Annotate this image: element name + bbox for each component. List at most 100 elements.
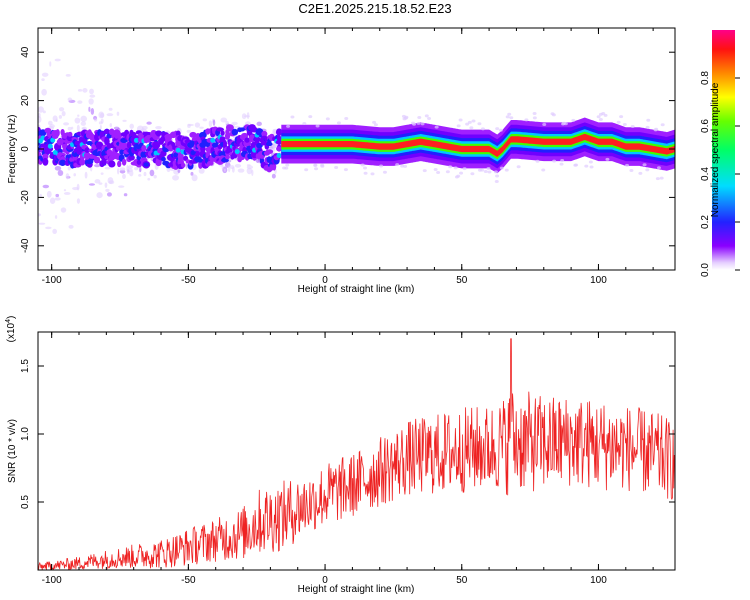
band-cell [222,140,228,148]
ridge-halo-speck [535,159,540,163]
ridge-halo-speck [550,112,555,116]
ridge-halo-speck [480,168,485,172]
y-tick-label: 20 [20,95,31,107]
noise-speck [41,88,47,96]
ridge-halo-speck [290,115,295,119]
noise-speck [88,106,91,112]
ridge-halo-speck [467,120,472,124]
snr-y-ticks: 0.5 1.0 1.5 [20,359,675,509]
noise-speck [94,164,101,168]
band-cell [155,130,162,137]
band-cell [95,141,104,150]
ridge-halo-speck [559,162,564,166]
noise-speck [118,185,125,188]
noise-speck [234,163,242,168]
band-cell [128,154,135,161]
noise-speck [139,166,142,173]
spectrogram-panel: -100 -50 0 50 100 -40 -20 0 20 40 Height of stra… [7,27,676,295]
ridge-halo-speck [541,168,546,172]
x-tick-label: 0 [322,275,328,286]
x-tick-label: 0 [322,575,328,586]
ridge-halo-speck [552,159,557,163]
x-tick-label: 50 [456,575,468,586]
noise-speck [127,165,133,170]
noise-speck [98,121,103,125]
ridge-halo-speck [434,125,439,129]
noise-speck [63,122,70,126]
ridge-halo-speck [360,163,365,167]
band-cell [175,130,181,137]
spectrogram-x-ticks: -100 -50 0 50 100 [42,28,654,286]
ridge-halo-speck [448,165,453,169]
ridge-halo-speck [646,118,651,122]
ridge-halo-speck [516,165,521,169]
colorbar-gradient [712,30,735,270]
ridge-halo-speck [487,170,492,174]
colorbar-ticks: 0.0 0.2 0.4 0.6 0.8 [700,71,740,277]
ridge-halo-speck [629,168,634,172]
band-cell [79,158,86,166]
band-cell [244,137,250,143]
ridge-halo-speck [645,125,650,129]
ridge-halo-speck [325,117,330,121]
band-peak-cell [173,152,179,158]
noise-speck [38,106,44,113]
noise-speck [38,116,42,123]
snr-background [38,332,675,570]
ridge-halo-speck [456,124,461,128]
band-peak-cell [210,137,216,143]
noise-speck [77,114,80,117]
band-peak-cell [133,137,139,143]
y-tick-label: -20 [20,190,31,205]
noise-speck [41,78,45,82]
ridge-halo-speck [285,163,290,167]
y-tick-label: 1.0 [20,427,31,441]
noise-speck [116,111,120,116]
noise-speck [237,168,245,173]
band-cell [276,146,283,152]
noise-speck [65,173,70,180]
x-tick-label: -100 [42,275,62,286]
ridge-halo-speck [454,175,459,179]
noise-speck [199,126,204,129]
band-cell [59,152,66,157]
noise-speck [104,182,108,188]
noise-speck [106,113,114,117]
noise-speck [80,121,87,126]
band-cell [67,131,73,137]
noise-speck [89,94,96,98]
x-tick-label: -50 [181,275,196,286]
band-cell [143,162,150,167]
band-cell [211,142,219,148]
band-cell [42,157,49,166]
colorbar-tick-label: 0.0 [700,263,711,277]
noise-speck [117,167,120,175]
band-cell [106,149,113,156]
ridge-halo-speck [598,118,603,122]
snr-x-label: Height of straight line (km) [298,584,415,595]
ridge-halo-speck [372,120,377,124]
noise-speck [271,173,276,179]
band-cell [161,156,166,162]
band-cell [42,153,49,160]
noise-speck [147,177,151,181]
noise-speck [45,226,52,230]
x-tick-label: 100 [590,575,607,586]
ridge-halo-speck [314,167,319,171]
ridge-halo-speck [334,166,339,170]
band-cell [275,128,283,136]
ridge-halo-speck [403,164,408,168]
ridge-halo-speck [373,123,378,127]
noise-speck [84,171,88,179]
ridge-halo-speck [584,164,589,168]
noise-speck [88,98,94,105]
noise-speck [61,110,66,117]
ridge-halo-speck [424,114,429,118]
noise-speck [231,121,238,126]
ridge-halo-speck [402,117,407,121]
ridge-halo-speck [436,171,441,175]
ridge-halo-speck [470,172,475,176]
ridge-halo-speck [495,174,500,178]
ridge-halo-speck [560,158,565,162]
ridge-halo-speck [363,166,368,170]
